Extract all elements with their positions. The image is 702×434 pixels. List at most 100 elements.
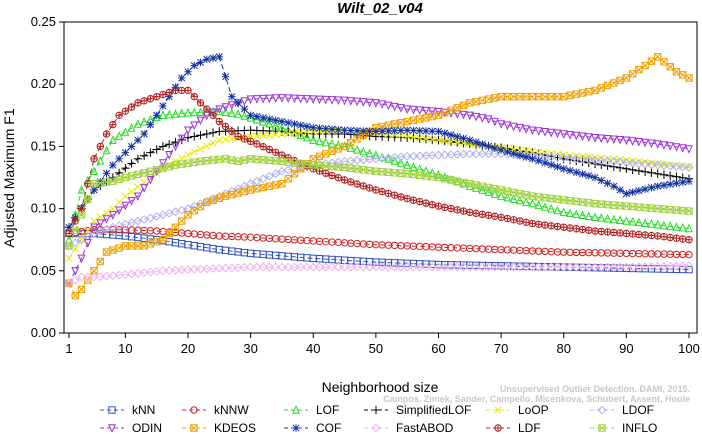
data-point-inflo (635, 203, 643, 211)
data-point-fastabod (114, 270, 124, 280)
data-point-cof (284, 119, 292, 127)
data-point-inflo (322, 162, 330, 170)
data-point-fastabod (459, 262, 468, 272)
data-point-ldf (428, 200, 436, 209)
data-point-lof (628, 216, 637, 226)
data-point-cof (597, 176, 606, 185)
data-point-cof (660, 181, 668, 189)
data-point-lof (359, 146, 368, 156)
legend: kNN kNNW LOF SimplifiedLOF LoOP LDOF ODIN KDEOS… (100, 403, 657, 434)
data-point-ldf (334, 174, 342, 182)
data-point-fastabod (277, 262, 287, 272)
data-point-fastabod (496, 262, 506, 272)
data-point-ldf (547, 222, 555, 230)
data-point-inflo (503, 187, 512, 195)
data-point-ldf (152, 92, 161, 101)
data-point-cof (541, 159, 549, 167)
data-point-lof (597, 213, 606, 222)
data-point-inflo (347, 164, 355, 172)
data-point-loop (96, 213, 104, 221)
data-point-inflo (134, 170, 142, 179)
data-point-kdeos (672, 68, 681, 76)
data-point-lof (421, 166, 430, 175)
data-point-kdeos (528, 92, 537, 101)
data-point-odin (309, 95, 318, 105)
data-point-kdeos (647, 57, 656, 65)
data-point-inflo (453, 177, 461, 185)
data-point-fastabod (239, 262, 249, 272)
data-point-lof (133, 119, 142, 128)
data-point-fastabod (177, 265, 187, 275)
data-point-fastabod (653, 262, 663, 271)
data-point-inflo (372, 167, 380, 175)
data-point-loop (184, 151, 192, 159)
data-point-lof (484, 187, 493, 196)
data-point-simplifiedlof (609, 162, 619, 172)
data-point-ldof (665, 161, 675, 171)
data-point-ldof (559, 153, 569, 163)
data-point-cof (685, 177, 693, 185)
data-point-loop (77, 236, 86, 244)
data-point-ldf (459, 207, 468, 215)
data-point-kdeos (666, 63, 674, 71)
data-point-inflo (409, 170, 418, 179)
data-point-knn (685, 265, 693, 274)
plot-area (64, 53, 694, 300)
data-point-fastabod (615, 262, 625, 272)
data-point-simplifiedlof (133, 154, 143, 164)
data-point-kdeos (328, 147, 336, 156)
data-point-ldf (96, 142, 105, 151)
data-point-lof (77, 185, 86, 194)
x-tick-label: 40 (306, 341, 320, 356)
data-point-fastabod (684, 261, 694, 271)
data-point-inflo (616, 201, 624, 210)
data-point-fastabod (246, 262, 256, 272)
data-point-odin (616, 135, 625, 145)
data-point-kdeos (152, 238, 161, 246)
data-point-lof (566, 208, 574, 218)
data-point-odin (353, 97, 362, 107)
data-point-cof (509, 149, 518, 158)
data-point-ldf (660, 233, 668, 241)
data-point-inflo (265, 156, 274, 165)
data-point-fastabod (471, 262, 481, 272)
data-point-lof (108, 135, 117, 144)
data-point-cof (428, 127, 436, 135)
data-point-cof (422, 127, 430, 135)
data-point-cof (246, 111, 255, 119)
data-point-ldf (165, 88, 173, 97)
data-point-inflo (77, 211, 86, 219)
data-point-fastabod (70, 275, 80, 285)
data-point-cof (234, 99, 242, 107)
data-point-ldf (666, 233, 674, 242)
data-point-cof (228, 92, 236, 101)
data-point-inflo (478, 182, 487, 190)
data-point-lof (321, 137, 330, 147)
data-point-odin (177, 134, 186, 144)
data-point-odin (165, 150, 174, 160)
data-point-ldof (484, 149, 494, 159)
data-point-simplifiedlof (196, 131, 205, 140)
data-point-odin (171, 142, 180, 152)
data-point-kdeos (616, 76, 624, 85)
data-point-lof (158, 110, 167, 119)
data-point-odin (365, 98, 374, 108)
data-point-odin (465, 111, 474, 121)
data-point-lof (559, 207, 568, 217)
data-point-ldf (509, 216, 518, 224)
data-point-ldof (83, 232, 93, 241)
data-point-lof (634, 217, 643, 227)
series-ldof (64, 149, 694, 251)
x-tick-label: 50 (369, 341, 383, 356)
legend-label: ODIN (132, 421, 162, 434)
data-point-ldof (446, 150, 456, 160)
data-point-inflo (509, 188, 518, 197)
data-point-inflo (146, 167, 155, 175)
data-point-ldof (553, 152, 562, 162)
data-point-kdeos (196, 202, 205, 211)
data-point-lof (196, 107, 205, 117)
data-point-ldof (340, 156, 349, 166)
data-point-simplifiedlof (634, 166, 644, 175)
data-point-inflo (441, 175, 449, 183)
data-point-odin (534, 127, 543, 136)
